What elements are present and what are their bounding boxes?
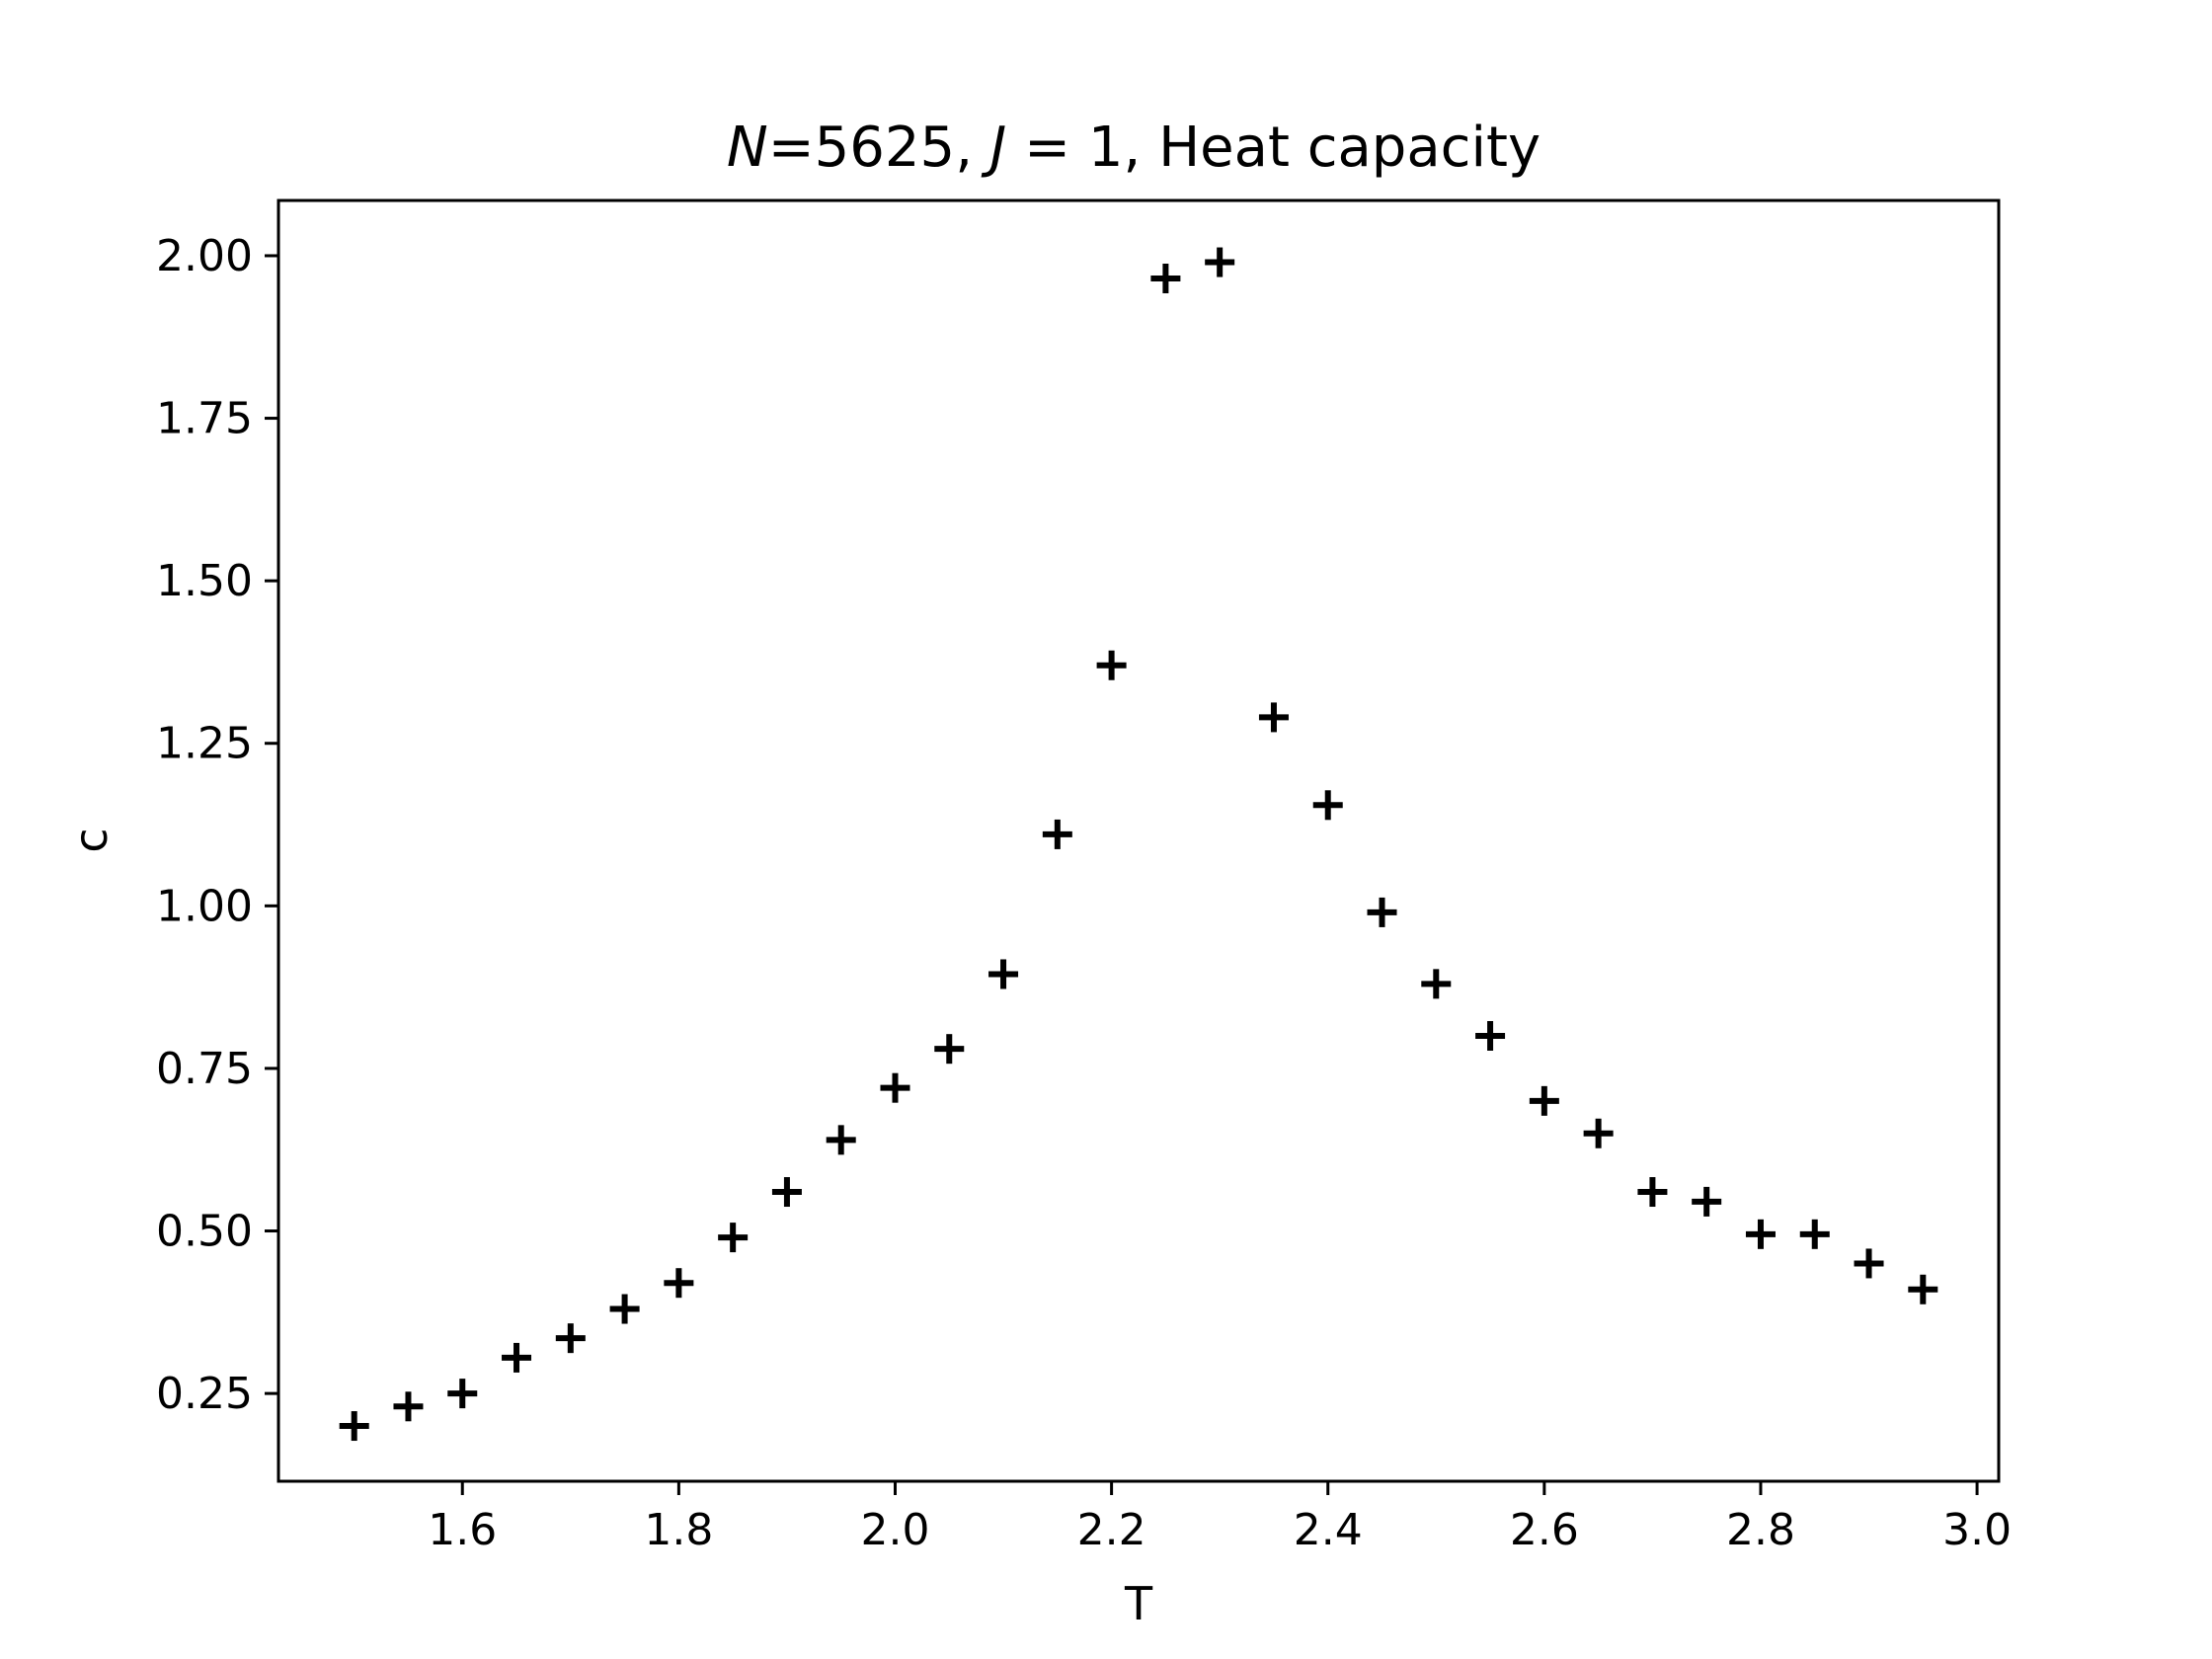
data-point	[1205, 247, 1235, 277]
x-tick-label: 2.4	[1294, 1505, 1363, 1555]
y-tick-label: 1.00	[156, 881, 253, 931]
data-point	[1150, 264, 1181, 294]
data-point	[1854, 1248, 1884, 1279]
data-point	[718, 1223, 749, 1253]
y-axis-ticks: 0.25 0.50 0.75 1.00 1.25 1.50 1.75 2.00	[156, 231, 278, 1419]
x-tick-label: 2.2	[1077, 1505, 1146, 1555]
data-point	[393, 1391, 424, 1422]
x-tick-label: 1.6	[428, 1505, 497, 1555]
data-point	[934, 1034, 965, 1065]
data-point	[1583, 1118, 1614, 1148]
x-tick-label: 2.0	[860, 1505, 929, 1555]
data-point	[555, 1323, 586, 1354]
data-point	[826, 1125, 856, 1155]
y-tick-label: 1.25	[156, 719, 253, 769]
data-point	[771, 1177, 802, 1208]
y-tick-label: 0.50	[156, 1207, 253, 1257]
x-axis-label: T	[1124, 1577, 1153, 1630]
data-point	[1745, 1219, 1776, 1249]
data-point	[447, 1379, 478, 1409]
data-point	[988, 959, 1019, 989]
data-point	[1312, 790, 1343, 821]
data-point	[1475, 1021, 1506, 1052]
data-point	[1529, 1085, 1559, 1116]
data-point	[664, 1268, 694, 1299]
data-point	[1258, 702, 1289, 733]
y-tick-label: 2.00	[156, 231, 253, 281]
x-tick-label: 1.8	[644, 1505, 713, 1555]
data-point	[1799, 1219, 1830, 1249]
title-j-value: = 1, Heat capacity	[1006, 116, 1540, 180]
plot-frame	[276, 198, 2001, 1483]
y-axis-label: c	[64, 828, 118, 852]
data-point	[1692, 1186, 1722, 1217]
data-point	[1096, 650, 1127, 680]
data-point	[1421, 969, 1452, 999]
y-tick-label: 1.50	[156, 556, 253, 606]
x-tick-label: 2.6	[1510, 1505, 1579, 1555]
data-point	[609, 1294, 640, 1324]
data-point	[1367, 897, 1397, 927]
y-tick-label: 1.75	[156, 394, 253, 444]
chart-title: N=5625, J = 1, Heat capacity	[727, 116, 1540, 180]
data-point	[1042, 819, 1072, 849]
x-tick-label: 2.8	[1726, 1505, 1795, 1555]
y-tick-label: 0.75	[156, 1044, 253, 1094]
title-n-value: =5625,	[768, 116, 990, 180]
data-point	[502, 1342, 532, 1373]
x-tick-label: 3.0	[1942, 1505, 2012, 1555]
title-n-symbol: N	[727, 116, 768, 180]
data-point	[1908, 1274, 1938, 1304]
x-axis-ticks: 1.6 1.8 2.0 2.2 2.4 2.6 2.8 3.0	[428, 1481, 2012, 1555]
data-point	[880, 1072, 910, 1103]
y-tick-label: 0.25	[156, 1369, 253, 1419]
data-point	[339, 1411, 369, 1442]
data-points	[339, 247, 1938, 1442]
data-point	[1637, 1177, 1668, 1208]
